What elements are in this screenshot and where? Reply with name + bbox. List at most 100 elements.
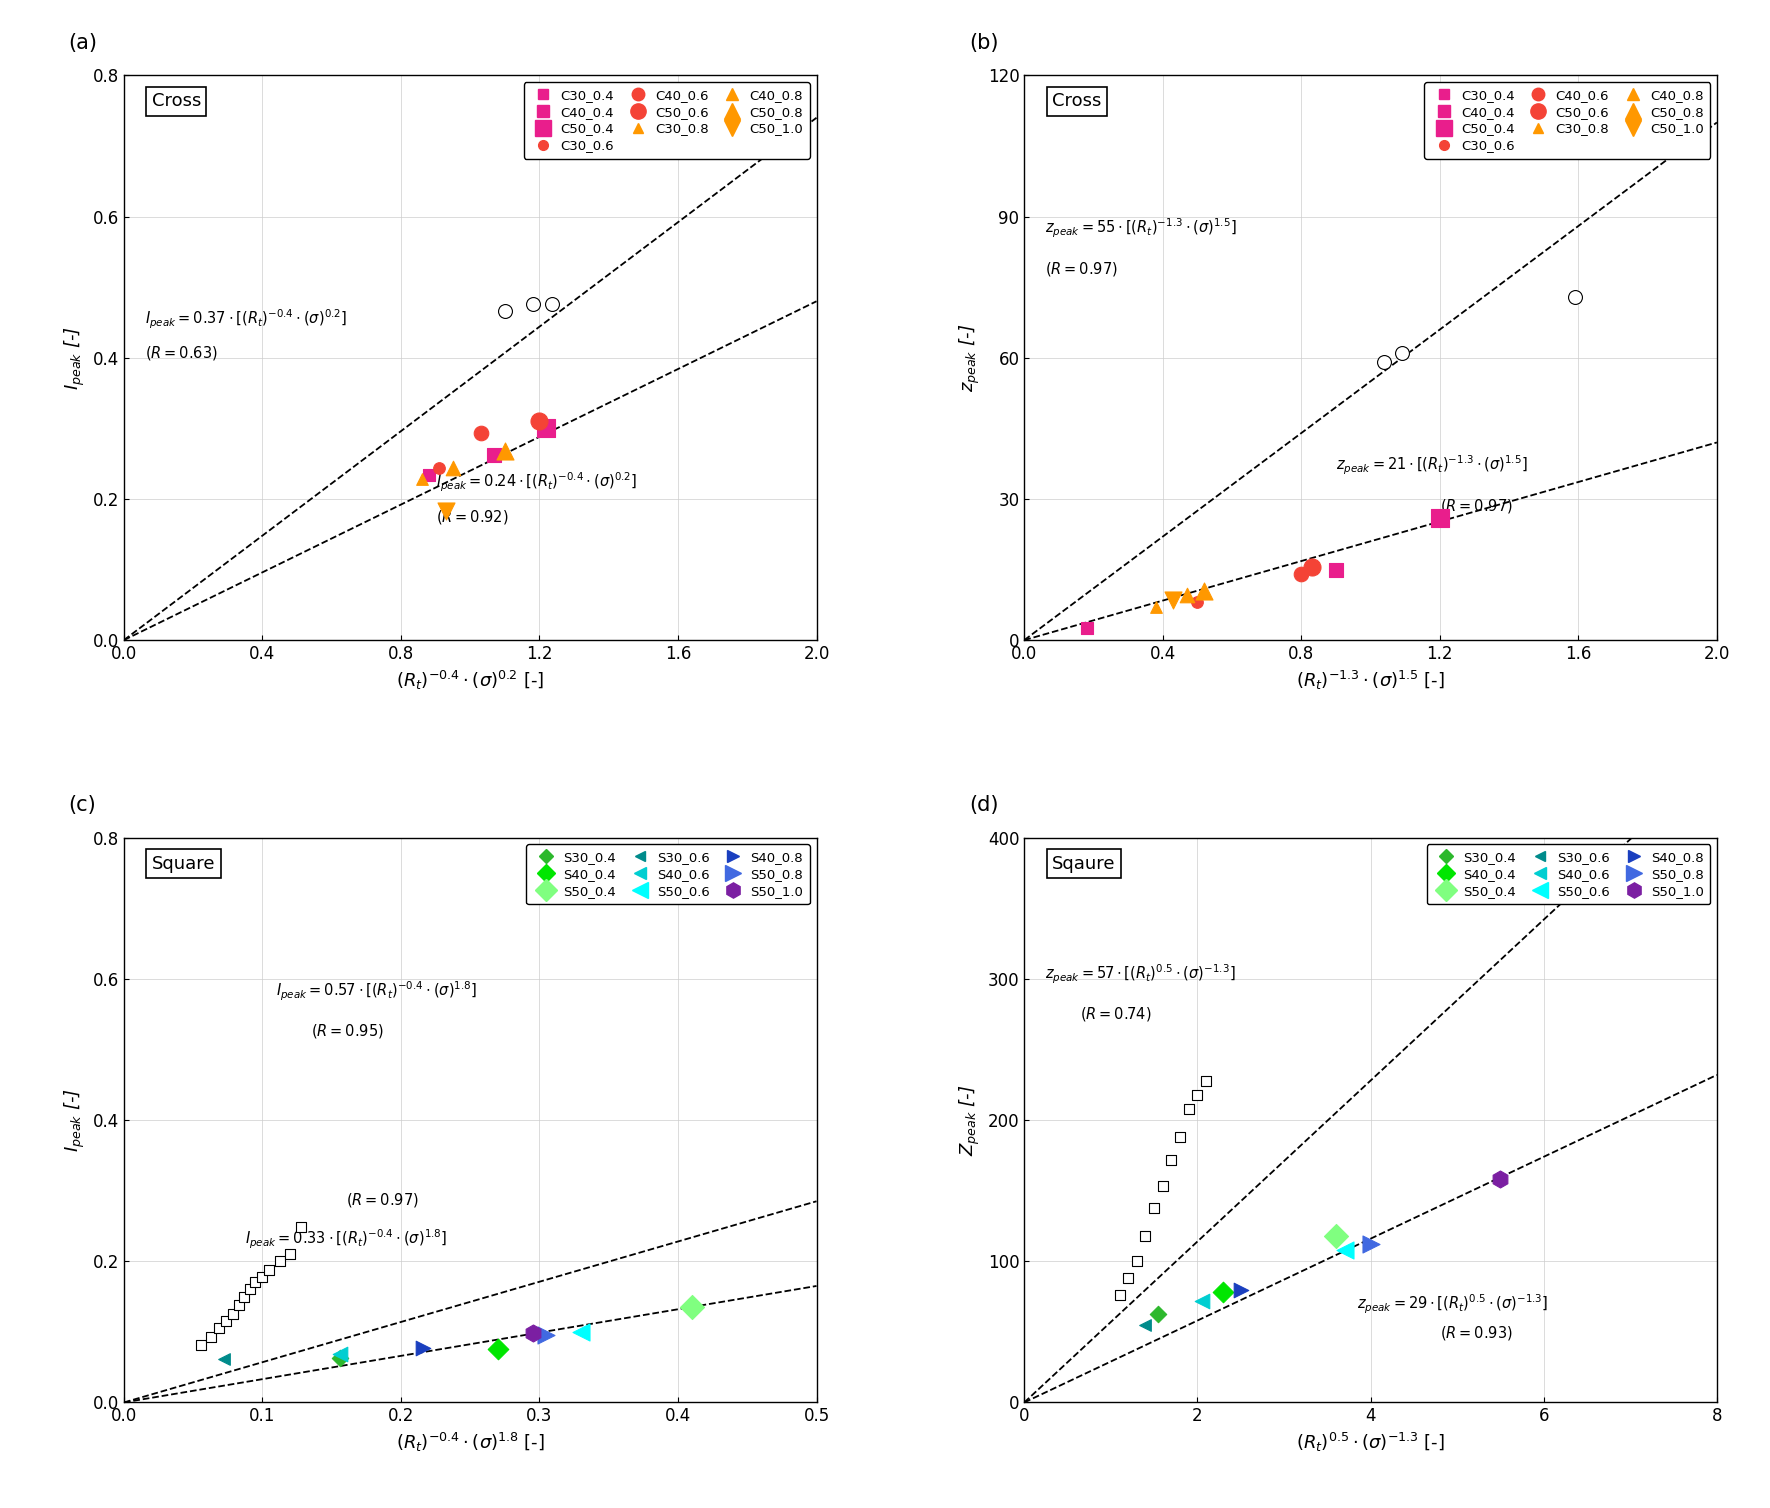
Text: $z_{peak} = 57 \cdot [(R_t)^{0.5} \cdot (\sigma)^{-1.3}]$: $z_{peak} = 57 \cdot [(R_t)^{0.5} \cdot … <box>1044 962 1235 986</box>
Legend: C30_0.4, C40_0.4, C50_0.4, C30_0.6, C40_0.6, C50_0.6, C30_0.8, C40_0.8, C50_0.8,: C30_0.4, C40_0.4, C50_0.4, C30_0.6, C40_… <box>524 81 811 158</box>
Text: $(R = 0.97)$: $(R = 0.97)$ <box>1439 496 1513 514</box>
Text: (a): (a) <box>69 33 97 53</box>
Text: $z_{peak} = 55 \cdot [(R_t)^{-1.3} \cdot (\sigma)^{1.5}]$: $z_{peak} = 55 \cdot [(R_t)^{-1.3} \cdot… <box>1044 217 1237 240</box>
Point <box>1159 588 1188 612</box>
Point <box>1287 562 1315 587</box>
X-axis label: $(R_t)^{-0.4} \cdot (\sigma)^{1.8}$ [-]: $(R_t)^{-0.4} \cdot (\sigma)^{1.8}$ [-] <box>396 1431 545 1454</box>
Point <box>1331 1238 1359 1262</box>
Text: $(R = 0.97)$: $(R = 0.97)$ <box>1044 259 1119 277</box>
Legend: C30_0.4, C40_0.4, C50_0.4, C30_0.6, C40_0.6, C50_0.6, C30_0.8, C40_0.8, C50_0.8,: C30_0.4, C40_0.4, C50_0.4, C30_0.6, C40_… <box>1423 81 1710 158</box>
Point <box>209 1347 237 1371</box>
Point <box>526 409 554 433</box>
Point <box>205 1316 234 1341</box>
Point <box>1140 1196 1168 1220</box>
Point <box>1297 555 1326 579</box>
Point <box>1425 505 1453 529</box>
Y-axis label: $I_{peak}$ [-]: $I_{peak}$ [-] <box>64 1089 87 1152</box>
Point <box>480 443 508 467</box>
Point <box>1104 1283 1135 1307</box>
X-axis label: $(R_t)^{-0.4} \cdot (\sigma)^{0.2}$ [-]: $(R_t)^{-0.4} \cdot (\sigma)^{0.2}$ [-] <box>396 668 545 692</box>
Point <box>248 1265 276 1289</box>
Point <box>1113 1267 1142 1291</box>
Text: (c): (c) <box>69 795 96 816</box>
Point <box>566 1320 595 1344</box>
Point <box>1191 1069 1220 1093</box>
Legend: S30_0.4, S40_0.4, S50_0.4, S30_0.6, S40_0.6, S50_0.6, S40_0.8, S50_0.8, S50_1.0: S30_0.4, S40_0.4, S50_0.4, S30_0.6, S40_… <box>1427 844 1710 905</box>
Text: $(R = 0.92)$: $(R = 0.92)$ <box>435 508 508 526</box>
Point <box>678 1295 706 1320</box>
Point <box>225 1292 253 1316</box>
Point <box>414 463 442 487</box>
Text: Square: Square <box>152 855 216 873</box>
Point <box>425 455 453 480</box>
Point <box>235 1277 264 1301</box>
Point <box>483 1336 512 1360</box>
Point <box>212 1309 241 1333</box>
Point <box>1149 1175 1177 1199</box>
Point <box>1122 1249 1150 1273</box>
Text: $(R = 0.63)$: $(R = 0.63)$ <box>145 344 218 362</box>
Point <box>1209 1280 1237 1304</box>
Text: $z_{peak} = 21 \cdot [(R_t)^{-1.3} \cdot (\sigma)^{1.5}]$: $z_{peak} = 21 \cdot [(R_t)^{-1.3} \cdot… <box>1336 454 1528 478</box>
Point <box>1184 1083 1212 1107</box>
Point <box>533 416 561 440</box>
Point <box>1175 1096 1204 1120</box>
Point <box>533 1323 561 1347</box>
Point <box>255 1258 283 1282</box>
Text: $(R = 0.74)$: $(R = 0.74)$ <box>1080 1004 1150 1022</box>
Point <box>1158 1148 1186 1172</box>
Point <box>1131 1224 1159 1249</box>
Point <box>439 455 467 480</box>
Point <box>326 1347 354 1371</box>
Point <box>1561 285 1589 309</box>
Point <box>519 293 547 317</box>
Text: $z_{peak} = 29 \cdot [(R_t)^{0.5} \cdot (\sigma)^{-1.3}]$: $z_{peak} = 29 \cdot [(R_t)^{0.5} \cdot … <box>1358 1292 1549 1316</box>
Point <box>1227 1277 1255 1301</box>
Point <box>1189 579 1218 603</box>
Text: $I_{peak} = 0.57 \cdot [(R_t)^{-0.4} \cdot (\sigma)^{1.8}]$: $I_{peak} = 0.57 \cdot [(R_t)^{-0.4} \cd… <box>276 979 478 1003</box>
Point <box>432 499 460 523</box>
Point <box>409 1336 437 1360</box>
Point <box>1487 1167 1515 1191</box>
Point <box>1145 1301 1174 1326</box>
Point <box>467 421 496 445</box>
Text: Cross: Cross <box>152 92 202 110</box>
Point <box>326 1342 354 1366</box>
Y-axis label: $I_{peak}$ [-]: $I_{peak}$ [-] <box>64 326 87 389</box>
Point <box>1166 1125 1195 1149</box>
Point <box>490 439 519 463</box>
Point <box>230 1285 258 1309</box>
Text: $I_{peak} = 0.37 \cdot [(R_t)^{-0.4} \cdot (\sigma)^{0.2}]$: $I_{peak} = 0.37 \cdot [(R_t)^{-0.4} \cd… <box>145 308 347 330</box>
Point <box>188 1333 216 1357</box>
Y-axis label: $z_{peak}$ [-]: $z_{peak}$ [-] <box>958 324 982 392</box>
Point <box>1174 584 1202 608</box>
Point <box>196 1326 225 1350</box>
Point <box>219 1301 248 1326</box>
Text: (b): (b) <box>968 33 998 53</box>
X-axis label: $(R_t)^{-1.3} \cdot (\sigma)^{1.5}$ [-]: $(R_t)^{-1.3} \cdot (\sigma)^{1.5}$ [-] <box>1296 668 1444 692</box>
Point <box>538 293 566 317</box>
Text: $(R = 0.95)$: $(R = 0.95)$ <box>312 1022 384 1041</box>
Text: $I_{peak} = 0.33 \cdot [(R_t)^{-0.4} \cdot (\sigma)^{1.8}]$: $I_{peak} = 0.33 \cdot [(R_t)^{-0.4} \cd… <box>244 1228 448 1252</box>
Legend: S30_0.4, S40_0.4, S50_0.4, S30_0.6, S40_0.6, S50_0.6, S40_0.8, S50_0.8, S50_1.0: S30_0.4, S40_0.4, S50_0.4, S30_0.6, S40_… <box>526 844 811 905</box>
Point <box>1388 341 1416 365</box>
Point <box>1073 617 1101 641</box>
Point <box>1142 596 1170 620</box>
Point <box>287 1215 315 1240</box>
Point <box>490 299 519 323</box>
Text: $(R = 0.93)$: $(R = 0.93)$ <box>1439 1324 1513 1342</box>
Point <box>1184 591 1212 615</box>
Text: $I_{peak} = 0.24 \cdot [(R_t)^{-0.4} \cdot (\sigma)^{0.2}]$: $I_{peak} = 0.24 \cdot [(R_t)^{-0.4} \cd… <box>435 470 637 495</box>
Point <box>241 1270 269 1294</box>
Point <box>1322 558 1351 582</box>
Text: Sqaure: Sqaure <box>1051 855 1115 873</box>
Text: $(R = 0.97)$: $(R = 0.97)$ <box>345 1191 418 1209</box>
Text: (d): (d) <box>968 795 998 816</box>
Point <box>1322 1224 1351 1249</box>
Point <box>1370 350 1398 374</box>
Point <box>266 1249 294 1273</box>
Point <box>1188 1289 1216 1313</box>
Point <box>1356 1232 1384 1256</box>
Point <box>407 467 435 492</box>
Point <box>519 1321 547 1345</box>
